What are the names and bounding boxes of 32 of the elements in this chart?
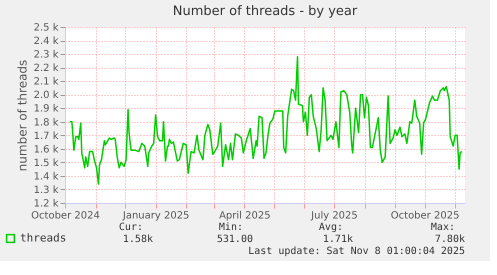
y-tick-label: 1.4 k: [34, 171, 59, 182]
y-tick-label: 2.0 k: [34, 90, 59, 102]
y-tick-label: 1.6 k: [34, 144, 59, 156]
y-tick-label: 1.7 k: [34, 130, 59, 142]
text: 1.58k: [122, 234, 153, 245]
x-tick-label: October 2025: [390, 210, 460, 222]
y-tick-label: 1.2 k: [34, 198, 59, 210]
text: Cur:: [118, 222, 143, 233]
y-axis-title: number of threads: [16, 60, 30, 172]
chart-title: Number of threads - by year: [172, 4, 358, 19]
y-tick-label: 2.4 k: [34, 36, 59, 48]
y-tick-label: 1.5 k: [34, 158, 59, 169]
y-tick-label: 1.8 k: [34, 117, 59, 128]
x-tick-label: January 2025: [122, 210, 190, 222]
x-tick-label: October 2024: [31, 210, 100, 222]
line-series: [69, 56, 463, 185]
text: 7.80k: [434, 234, 465, 245]
y-tick-label: 2.3 k: [34, 50, 59, 61]
text: 1.71k: [322, 234, 353, 245]
y-tick-label: 2.2 k: [34, 63, 59, 74]
y-tick-label: 1.9 k: [34, 104, 59, 115]
text: Min:: [218, 222, 243, 233]
legend-label: threads: [20, 232, 66, 244]
text: Last update: Sat Nov 8 01:00:04 2025: [248, 246, 465, 257]
text: 531.00: [216, 234, 253, 245]
y-tick-label: 1.3 k: [34, 184, 59, 196]
y-tick-label: 2.1 k: [34, 76, 59, 88]
x-tick-label: April 2025: [219, 210, 271, 222]
text: Avg:: [318, 222, 343, 233]
x-tick-label: July 2025: [310, 210, 358, 222]
y-tick-label: 2.5 k: [34, 22, 59, 34]
text: Max:: [430, 222, 455, 233]
